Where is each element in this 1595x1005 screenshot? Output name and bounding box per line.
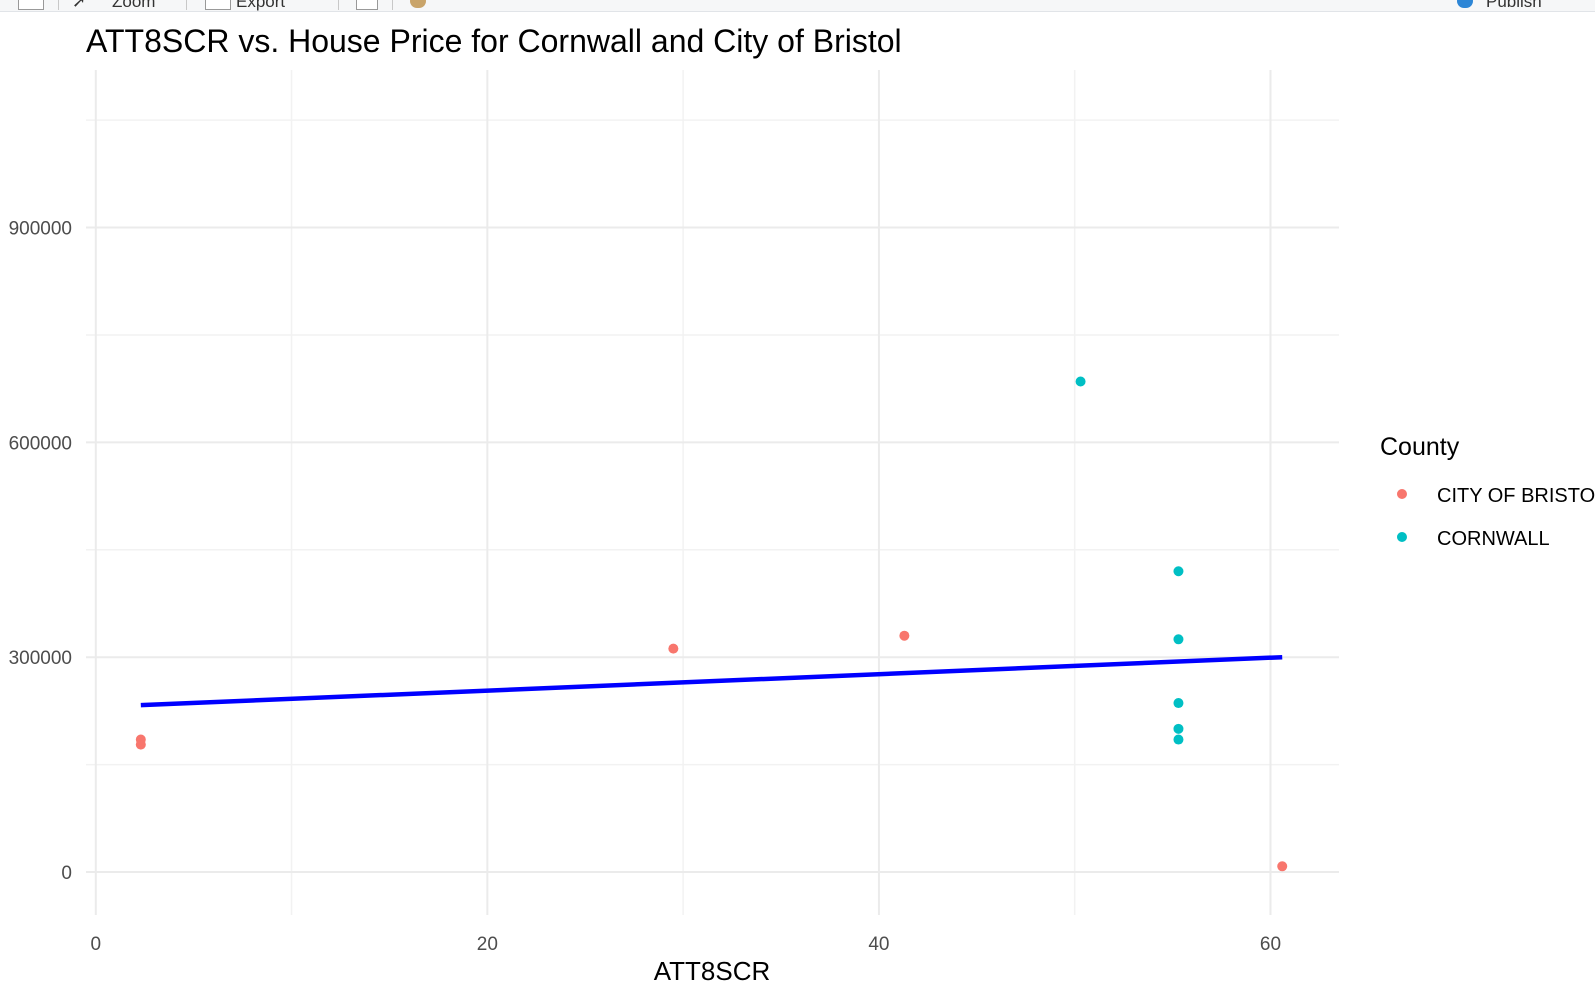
data-point bbox=[1173, 723, 1184, 734]
chart-title: ATT8SCR vs. House Price for Cornwall and… bbox=[86, 23, 902, 59]
data-point bbox=[1173, 634, 1184, 645]
data-point bbox=[1277, 861, 1288, 872]
data-point bbox=[1075, 376, 1086, 387]
data-point bbox=[668, 643, 679, 654]
toolbar-divider bbox=[186, 0, 187, 10]
legend: CITY OF BRISTOL CORNWALL bbox=[1397, 485, 1595, 550]
data-point bbox=[1173, 698, 1184, 709]
publish-icon bbox=[1457, 0, 1473, 8]
x-tick-label: 20 bbox=[477, 934, 498, 955]
data-point bbox=[1173, 734, 1184, 745]
trend-line-layer bbox=[140, 654, 1283, 708]
publish-button[interactable]: Publish bbox=[1486, 0, 1542, 11]
y-tick-labels: 0 300000 600000 900000 bbox=[9, 219, 72, 884]
export-button[interactable]: Export bbox=[236, 0, 286, 11]
y-tick-label: 600000 bbox=[9, 433, 72, 454]
x-tick-label: 60 bbox=[1260, 934, 1281, 955]
zoom-icon: ➚ bbox=[72, 0, 87, 11]
trend-line bbox=[140, 654, 1283, 708]
remove-plot-icon[interactable] bbox=[356, 0, 378, 10]
y-tick-label: 300000 bbox=[9, 648, 72, 669]
x-axis-title: ATT8SCR bbox=[654, 956, 771, 986]
toolbar-divider bbox=[338, 0, 339, 10]
legend-key bbox=[1397, 532, 1407, 542]
toolbar-divider bbox=[58, 0, 59, 10]
toolbar: ➚ Zoom Export Publish bbox=[0, 0, 1595, 12]
zoom-button[interactable]: Zoom bbox=[112, 0, 156, 11]
data-point bbox=[135, 739, 146, 750]
export-icon bbox=[205, 0, 231, 10]
legend-label: CORNWALL bbox=[1437, 528, 1550, 550]
legend-key bbox=[1397, 489, 1407, 499]
x-tick-labels: 0 20 40 60 bbox=[91, 934, 1282, 955]
legend-title: County bbox=[1380, 433, 1460, 461]
data-points bbox=[135, 376, 1288, 872]
x-tick-label: 0 bbox=[91, 934, 102, 955]
broom-icon[interactable] bbox=[410, 0, 426, 8]
toolbar-divider bbox=[392, 0, 393, 10]
back-arrow-icon[interactable] bbox=[18, 0, 44, 10]
grid-lines bbox=[86, 70, 1339, 915]
legend-label: CITY OF BRISTOL bbox=[1437, 485, 1595, 507]
y-tick-label: 0 bbox=[61, 863, 72, 884]
x-tick-label: 40 bbox=[868, 934, 889, 955]
data-point bbox=[1173, 566, 1184, 577]
y-tick-label: 900000 bbox=[9, 219, 72, 240]
data-point bbox=[899, 630, 910, 641]
